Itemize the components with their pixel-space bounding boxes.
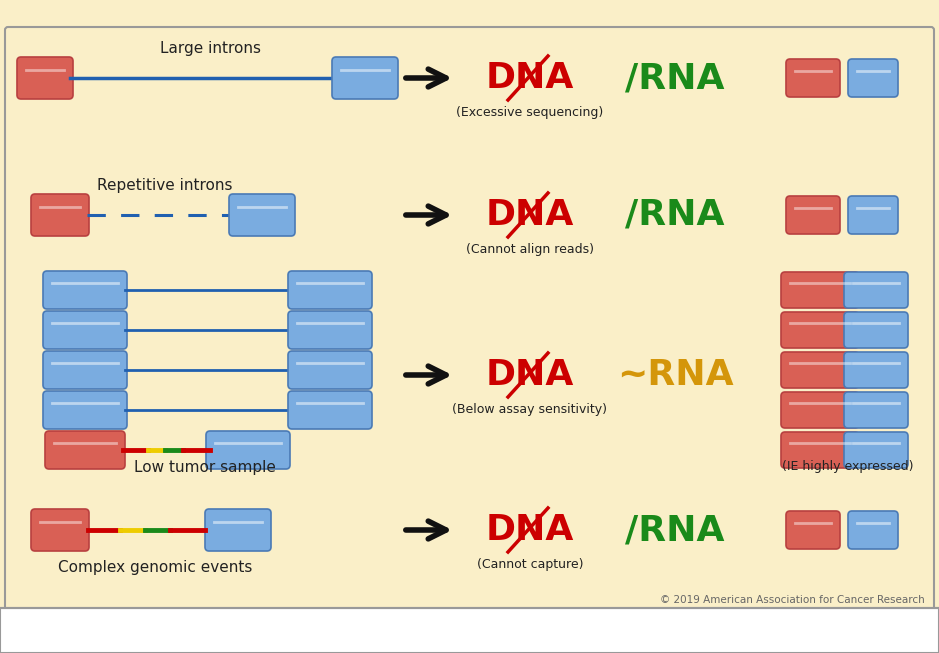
Text: ~RNA: ~RNA (617, 358, 733, 392)
FancyBboxPatch shape (781, 392, 859, 428)
FancyBboxPatch shape (844, 432, 908, 468)
FancyBboxPatch shape (0, 608, 939, 653)
Text: /RNA: /RNA (625, 198, 725, 232)
FancyBboxPatch shape (781, 432, 859, 468)
FancyBboxPatch shape (844, 352, 908, 388)
FancyBboxPatch shape (844, 392, 908, 428)
FancyBboxPatch shape (844, 312, 908, 348)
FancyBboxPatch shape (43, 271, 127, 309)
Text: (Excessive sequencing): (Excessive sequencing) (456, 106, 604, 119)
FancyBboxPatch shape (848, 511, 898, 549)
Text: /RNA: /RNA (625, 61, 725, 95)
Text: CCR Translations: CCR Translations (12, 613, 157, 628)
FancyBboxPatch shape (844, 272, 908, 308)
FancyBboxPatch shape (43, 311, 127, 349)
Text: (Cannot align reads): (Cannot align reads) (466, 243, 594, 256)
FancyBboxPatch shape (45, 431, 125, 469)
Text: /RNA: /RNA (625, 513, 725, 547)
FancyBboxPatch shape (332, 57, 398, 99)
Text: © 2019 American Association for Cancer Research: © 2019 American Association for Cancer R… (660, 595, 925, 605)
FancyBboxPatch shape (781, 312, 859, 348)
Text: Complex genomic events: Complex genomic events (58, 560, 253, 575)
FancyBboxPatch shape (5, 27, 934, 611)
FancyBboxPatch shape (229, 194, 295, 236)
FancyBboxPatch shape (43, 351, 127, 389)
FancyBboxPatch shape (848, 59, 898, 97)
FancyBboxPatch shape (43, 391, 127, 429)
Text: AAGR: AAGR (879, 613, 927, 628)
Text: Low tumor sample: Low tumor sample (134, 460, 276, 475)
Text: (Cannot capture): (Cannot capture) (477, 558, 583, 571)
Text: (Below assay sensitivity): (Below assay sensitivity) (453, 403, 608, 416)
FancyBboxPatch shape (781, 272, 859, 308)
FancyBboxPatch shape (848, 196, 898, 234)
Text: Repetitive introns: Repetitive introns (98, 178, 233, 193)
FancyBboxPatch shape (31, 509, 89, 551)
FancyBboxPatch shape (205, 509, 271, 551)
FancyBboxPatch shape (17, 57, 73, 99)
Text: DNA: DNA (485, 513, 574, 547)
FancyBboxPatch shape (288, 271, 372, 309)
FancyBboxPatch shape (781, 352, 859, 388)
Text: (IE highly expressed): (IE highly expressed) (782, 460, 914, 473)
FancyBboxPatch shape (206, 431, 290, 469)
FancyBboxPatch shape (786, 59, 840, 97)
Text: DNA: DNA (485, 61, 574, 95)
FancyBboxPatch shape (288, 351, 372, 389)
FancyBboxPatch shape (786, 511, 840, 549)
Text: DNA: DNA (485, 198, 574, 232)
FancyBboxPatch shape (31, 194, 89, 236)
FancyBboxPatch shape (288, 391, 372, 429)
FancyBboxPatch shape (288, 311, 372, 349)
FancyBboxPatch shape (786, 196, 840, 234)
Text: Large introns: Large introns (160, 41, 260, 56)
Text: DNA: DNA (485, 358, 574, 392)
